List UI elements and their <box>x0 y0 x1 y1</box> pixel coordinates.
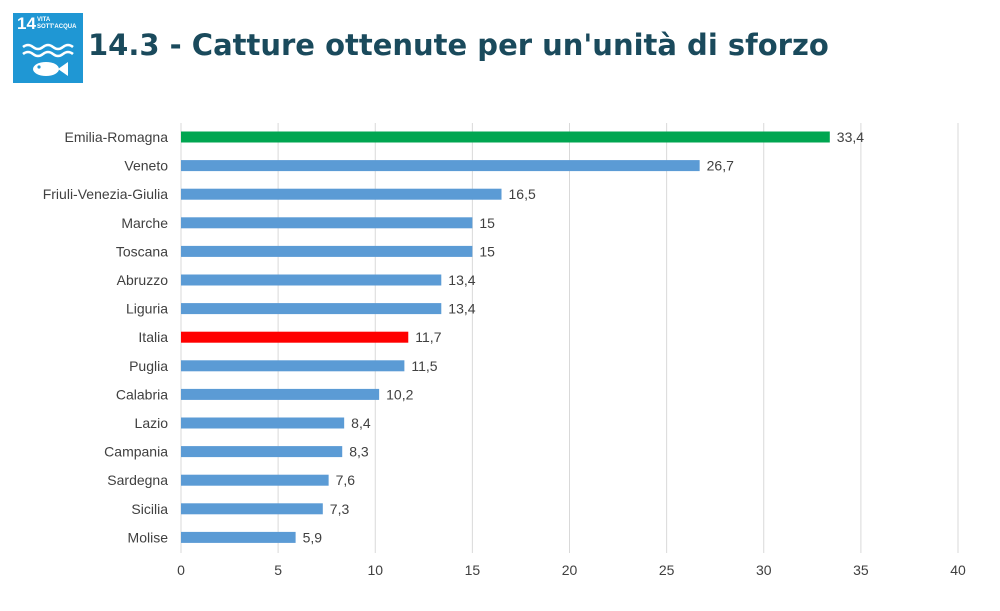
value-label: 7,3 <box>330 501 350 517</box>
bar <box>181 474 329 486</box>
bar <box>181 531 296 543</box>
category-label: Lazio <box>135 415 169 431</box>
bar <box>181 131 830 143</box>
bar <box>181 160 700 172</box>
category-label: Molise <box>128 529 169 545</box>
bar <box>181 217 473 229</box>
bar <box>181 274 442 286</box>
sdg-number: 14 <box>17 14 36 33</box>
value-label: 16,5 <box>509 186 536 202</box>
bar <box>181 388 380 400</box>
category-label: Marche <box>121 215 168 231</box>
x-tick-label: 5 <box>274 562 282 578</box>
category-label: Campania <box>104 444 168 460</box>
value-label: 33,4 <box>837 129 864 145</box>
value-label: 7,6 <box>336 472 356 488</box>
value-label: 13,4 <box>448 301 475 317</box>
labels: 0 5 10 15 20 25 30 35 40 Emilia-Romagna 33,4 Veneto… <box>43 129 966 578</box>
x-tick-label: 35 <box>853 562 869 578</box>
value-label: 11,5 <box>411 358 437 374</box>
value-label: 26,7 <box>707 158 734 174</box>
value-label: 15 <box>479 243 495 259</box>
bar <box>181 446 343 458</box>
value-label: 11,7 <box>415 329 441 345</box>
value-label: 8,4 <box>351 415 371 431</box>
category-label: Sardegna <box>107 472 168 488</box>
x-tick-label: 0 <box>177 562 185 578</box>
bar <box>181 503 323 515</box>
page-title: 14.3 - Catture ottenute per un'unità di … <box>88 28 829 62</box>
value-label: 8,3 <box>349 444 369 460</box>
category-label: Calabria <box>116 386 168 402</box>
category-label: Liguria <box>126 301 168 317</box>
category-label: Italia <box>138 329 168 345</box>
x-tick-label: 40 <box>950 562 966 578</box>
category-label: Sicilia <box>131 501 168 517</box>
x-tick-label: 25 <box>659 562 675 578</box>
category-label: Abruzzo <box>117 272 169 288</box>
value-label: 15 <box>479 215 495 231</box>
x-tick-label: 15 <box>465 562 481 578</box>
bar <box>181 417 345 429</box>
category-label: Puglia <box>129 358 168 374</box>
bars <box>181 131 830 543</box>
value-label: 5,9 <box>303 529 323 545</box>
x-tick-label: 30 <box>756 562 772 578</box>
category-label: Toscana <box>116 243 168 259</box>
x-tick-label: 20 <box>562 562 578 578</box>
value-label: 13,4 <box>448 272 475 288</box>
x-tick-label: 10 <box>367 562 383 578</box>
bar <box>181 188 502 200</box>
category-label: Emilia-Romagna <box>65 129 169 145</box>
value-label: 10,2 <box>386 386 413 402</box>
sdg-14-badge: 14 VITA SOTT'ACQUA <box>13 13 83 83</box>
fish-wave-icon <box>22 43 74 76</box>
category-label: Veneto <box>124 158 168 174</box>
sdg-goal-label: VITA SOTT'ACQUA <box>37 17 77 30</box>
bar <box>181 331 409 343</box>
category-label: Friuli-Venezia-Giulia <box>43 186 168 202</box>
bar <box>181 303 442 315</box>
bar <box>181 245 473 257</box>
bar <box>181 360 405 372</box>
